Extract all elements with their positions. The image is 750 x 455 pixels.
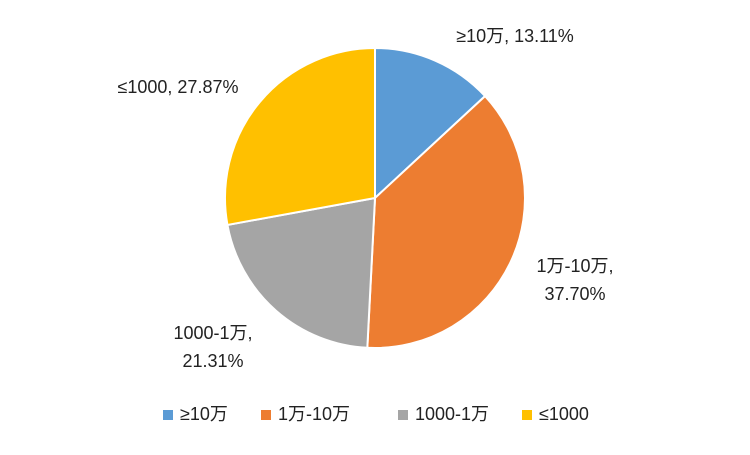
legend-swatch-3 bbox=[522, 410, 532, 420]
slice-label-3: ≤1000, 27.87% bbox=[118, 77, 239, 97]
legend-item-0: ≥10万 bbox=[163, 404, 228, 424]
legend-label-2: 1000-1万 bbox=[415, 404, 489, 424]
legend-label-3: ≤1000 bbox=[539, 404, 589, 424]
legend-label-1: 1万-10万 bbox=[278, 404, 350, 424]
pie-slice-1 bbox=[366, 94, 526, 349]
legend-swatch-1 bbox=[261, 410, 271, 420]
legend-item-2: 1000-1万 bbox=[398, 404, 489, 424]
slice-label-2: 1000-1万, 21.31% bbox=[173, 323, 252, 371]
legend: ≥10万 1万-10万 1000-1万 ≤1000 bbox=[163, 404, 589, 424]
legend-label-0: ≥10万 bbox=[180, 404, 228, 424]
slice-label-1: 1万-10万, 37.70% bbox=[536, 256, 613, 304]
pie-slice-0 bbox=[374, 46, 487, 201]
legend-swatch-0 bbox=[163, 410, 173, 420]
pie-slice-2 bbox=[226, 196, 377, 349]
pie-slice-3 bbox=[224, 46, 376, 227]
legend-item-1: 1万-10万 bbox=[261, 404, 350, 424]
legend-item-3: ≤1000 bbox=[522, 404, 589, 424]
pie-slices bbox=[224, 46, 526, 349]
slice-labels: ≥10万, 13.11% 1万-10万, 37.70% 1000-1万, 21.31% ≤… bbox=[118, 26, 614, 371]
slice-label-0: ≥10万, 13.11% bbox=[456, 26, 574, 46]
legend-swatch-2 bbox=[398, 410, 408, 420]
